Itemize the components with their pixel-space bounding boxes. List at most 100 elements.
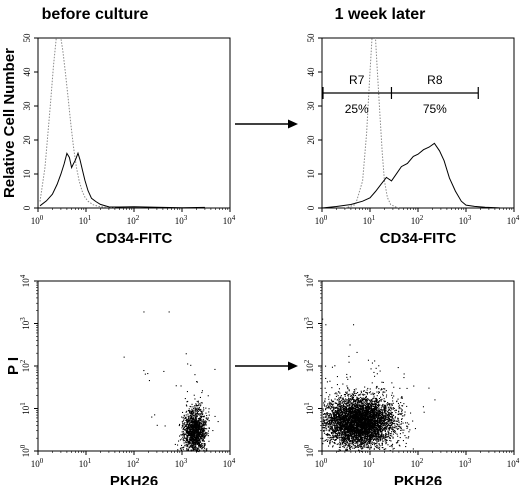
event-dot — [202, 413, 204, 415]
event-dot — [199, 449, 201, 451]
event-dot — [196, 400, 198, 402]
event-dot — [346, 415, 348, 417]
event-dot — [198, 420, 200, 422]
event-dot — [196, 425, 198, 427]
column-title-left: before culture — [42, 6, 149, 23]
event-dot — [377, 439, 379, 441]
event-dot — [356, 411, 358, 413]
event-dot — [201, 444, 203, 446]
event-dot — [194, 413, 196, 415]
event-dot — [352, 403, 354, 405]
event-dot — [350, 404, 352, 406]
event-dot — [335, 431, 337, 433]
event-dot — [195, 428, 197, 430]
event-dot — [381, 444, 383, 446]
event-dot — [203, 449, 205, 451]
event-dot — [196, 422, 198, 424]
event-dot — [348, 413, 350, 415]
event-dot — [195, 449, 197, 451]
event-dot — [351, 437, 353, 439]
event-dot — [337, 395, 339, 397]
event-dot — [179, 423, 181, 425]
event-dot — [349, 408, 351, 410]
event-dot — [362, 399, 364, 401]
event-dot — [375, 404, 377, 406]
event-dot — [343, 447, 345, 449]
event-dot — [390, 406, 392, 408]
y-tick-label: 0 — [22, 205, 32, 210]
event-dot — [363, 439, 365, 441]
event-dot — [345, 418, 347, 420]
event-dot — [345, 439, 347, 441]
event-dot — [191, 440, 193, 442]
event-dot — [344, 439, 346, 441]
event-dot — [368, 409, 370, 411]
event-dot — [196, 410, 198, 412]
event-dot — [376, 386, 378, 388]
event-dot — [345, 413, 347, 415]
event-dot — [201, 422, 203, 424]
event-dot — [384, 417, 386, 419]
event-dot — [391, 414, 393, 416]
event-dot — [340, 436, 342, 438]
event-dot — [355, 422, 357, 424]
event-dot — [196, 429, 198, 431]
event-dot — [194, 445, 196, 447]
event-dot — [340, 442, 342, 444]
event-dot — [346, 391, 348, 393]
event-dot — [326, 412, 328, 414]
event-dot — [344, 411, 346, 413]
x-tick-label: 103 — [175, 457, 188, 469]
event-dot — [376, 417, 378, 419]
event-dot — [186, 450, 188, 452]
event-dot — [189, 412, 191, 414]
event-dot — [201, 443, 203, 445]
event-dot — [201, 412, 203, 414]
event-dot — [371, 402, 373, 404]
event-dot — [385, 432, 387, 434]
event-dot — [401, 397, 403, 399]
event-dot — [364, 424, 366, 426]
event-dot — [366, 401, 368, 403]
event-dot — [343, 402, 345, 404]
event-dot — [385, 407, 387, 409]
event-dot — [187, 413, 189, 415]
event-dot — [204, 444, 206, 446]
event-dot — [380, 426, 382, 428]
event-dot — [373, 403, 375, 405]
event-dot — [372, 428, 374, 430]
event-dot — [187, 430, 189, 432]
event-dot — [390, 426, 392, 428]
event-dot — [194, 420, 196, 422]
event-dot — [383, 409, 385, 411]
event-dot — [186, 421, 188, 423]
event-dot — [322, 427, 324, 429]
event-dot — [200, 426, 202, 428]
event-dot — [351, 410, 353, 412]
event-dot — [185, 353, 187, 355]
event-dot — [326, 424, 328, 426]
event-dot — [385, 443, 387, 445]
event-dot — [197, 429, 199, 431]
event-dot — [194, 423, 196, 425]
event-dot — [198, 448, 200, 450]
event-dot — [364, 428, 366, 430]
event-dot — [387, 430, 389, 432]
event-dot — [361, 402, 363, 404]
event-dot — [367, 423, 369, 425]
event-dot — [198, 426, 200, 428]
event-dot — [196, 434, 198, 436]
event-dot — [377, 437, 379, 439]
event-dot — [205, 450, 207, 452]
event-dot — [342, 409, 344, 411]
event-dot — [191, 428, 193, 430]
event-dot — [194, 422, 196, 424]
y-tick-label: 40 — [306, 67, 316, 77]
event-dot — [204, 436, 206, 438]
event-dot — [199, 409, 201, 411]
event-dot — [190, 437, 192, 439]
event-dot — [193, 428, 195, 430]
event-dot — [332, 438, 334, 440]
event-dot — [192, 417, 194, 419]
event-dot — [193, 425, 195, 427]
